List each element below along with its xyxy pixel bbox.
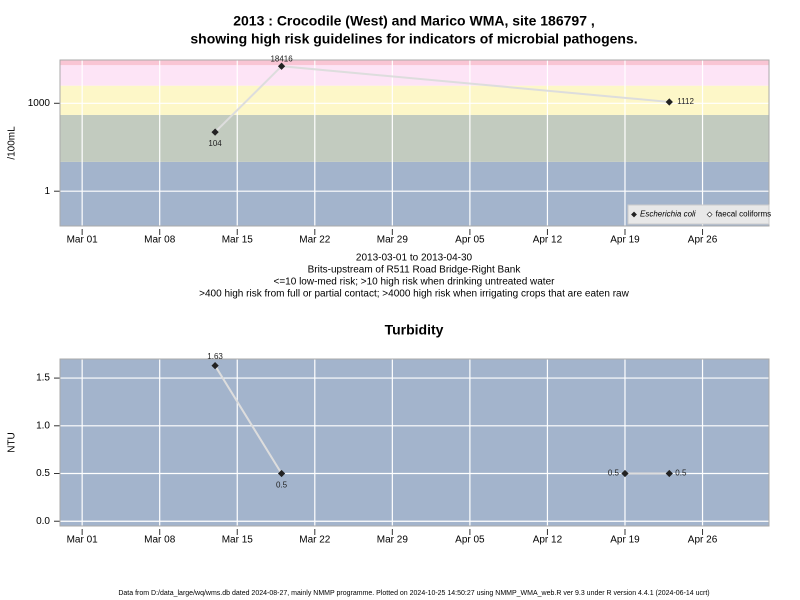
x-tick-label: Mar 08 — [144, 535, 176, 546]
x-tick-label: Mar 08 — [144, 235, 176, 246]
data-point — [277, 469, 286, 478]
plot-frame — [59, 358, 770, 527]
y-axis-label: NTU — [7, 432, 18, 453]
data-point — [211, 362, 219, 370]
value-label: 0.5 — [276, 481, 288, 490]
value-label: 18416 — [270, 54, 293, 63]
legend-marker — [706, 211, 713, 218]
x-tick-label: Apr 05 — [455, 235, 485, 246]
data-point — [211, 128, 219, 136]
footer: Data from D:/data_large/wq/wms.db dated … — [118, 590, 709, 597]
y-tick-label: 0.0 — [36, 516, 50, 527]
plot-frame — [59, 59, 770, 227]
data-point — [665, 469, 673, 478]
legend-box — [627, 204, 770, 225]
risk-band — [60, 60, 769, 66]
x-tick-label: Mar 15 — [222, 235, 254, 246]
x-tick-label: Apr 19 — [610, 235, 640, 246]
risk-band — [60, 85, 769, 115]
x-tick-label: Apr 12 — [533, 235, 563, 246]
value-label: 0.5 — [608, 469, 620, 478]
legend-marker — [631, 211, 637, 218]
legend-label: Escherichia coli — [640, 210, 696, 219]
caption: >400 high risk from full or partial cont… — [199, 289, 629, 300]
caption: <=10 low-med risk; >10 high risk when dr… — [274, 277, 556, 288]
y-tick-label: 1 — [44, 186, 50, 197]
x-tick-label: Apr 12 — [533, 535, 563, 546]
x-tick-label: Apr 05 — [455, 535, 485, 546]
value-label: 1112 — [677, 97, 694, 106]
value-label: 104 — [208, 139, 222, 148]
y-tick-label: 0.5 — [36, 468, 50, 479]
x-tick-label: Apr 26 — [688, 535, 718, 546]
data-point — [277, 62, 286, 70]
x-tick-label: Mar 01 — [67, 535, 99, 546]
x-tick-label: Apr 19 — [610, 535, 640, 546]
risk-band — [60, 65, 769, 86]
caption: 2013-03-01 to 2013-04-30 — [356, 253, 473, 264]
data-point — [665, 98, 673, 106]
legend-label: faecal coliforms — [716, 210, 772, 219]
page-title: 2013 : Crocodile (West) and Marico WMA, … — [233, 13, 595, 29]
series-line — [214, 365, 670, 475]
value-label: 1.63 — [207, 352, 223, 361]
chart-title: Turbidity — [385, 322, 444, 338]
data-point — [621, 469, 629, 478]
x-tick-label: Mar 01 — [67, 235, 99, 246]
page-title: showing high risk guidelines for indicat… — [190, 31, 637, 47]
y-axis-label: /100mL — [7, 126, 18, 160]
caption: Brits-upstream of R511 Road Bridge-Right… — [308, 265, 522, 276]
y-tick-label: 1000 — [28, 98, 51, 109]
x-tick-label: Mar 22 — [299, 235, 331, 246]
x-tick-label: Apr 26 — [688, 235, 718, 246]
x-tick-label: Mar 22 — [299, 535, 331, 546]
y-tick-label: 1.5 — [36, 373, 50, 384]
x-tick-label: Mar 29 — [377, 235, 409, 246]
risk-band — [60, 114, 769, 162]
x-tick-label: Mar 15 — [222, 535, 254, 546]
value-label: 0.5 — [675, 469, 687, 478]
y-tick-label: 1.0 — [36, 420, 50, 431]
plot-background — [60, 359, 769, 526]
x-tick-label: Mar 29 — [377, 535, 409, 546]
